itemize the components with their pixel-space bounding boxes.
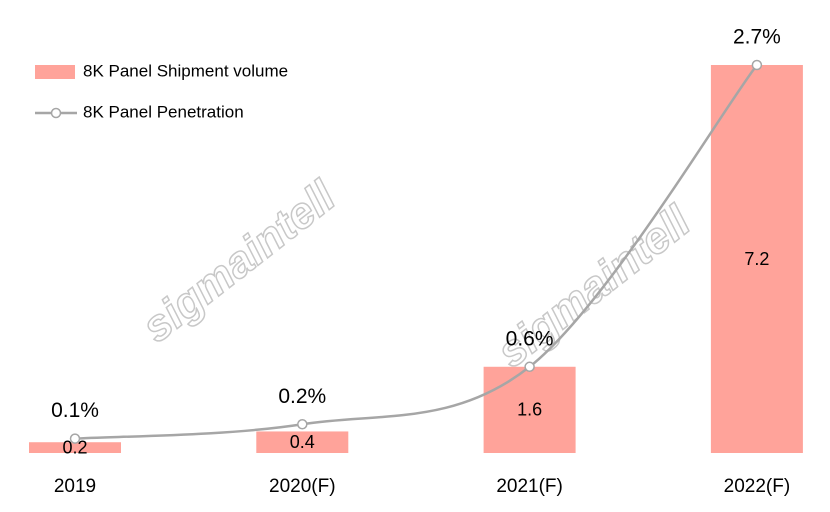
x-tick-label: 2021(F) bbox=[496, 476, 563, 497]
line-marker bbox=[69, 433, 81, 444]
bar bbox=[29, 442, 121, 453]
line-value-label: 2.7% bbox=[733, 26, 781, 49]
line-marker bbox=[751, 59, 763, 71]
line-value-label: 0.2% bbox=[278, 385, 326, 408]
bar-value-label: 0.2 bbox=[62, 437, 87, 457]
bar bbox=[483, 366, 576, 453]
legend-marker bbox=[50, 107, 62, 119]
legend-label: 8K Panel Shipment volume bbox=[83, 61, 288, 80]
x-tick-label: 2022(F) bbox=[724, 476, 791, 497]
x-tick-label: 2019 bbox=[54, 476, 96, 497]
x-tick-label: 2020(F) bbox=[269, 476, 336, 497]
legend-label: 8K Panel Penetration bbox=[83, 102, 244, 121]
watermark: sigmaintell bbox=[133, 171, 345, 352]
line-marker bbox=[524, 361, 535, 373]
line-value-label: 0.1% bbox=[51, 399, 99, 422]
bar-value-label: 0.4 bbox=[290, 432, 315, 452]
line-value-label: 0.6% bbox=[506, 327, 554, 350]
legend-swatch bbox=[35, 65, 75, 79]
bar bbox=[710, 65, 803, 453]
bar-value-label: 7.2 bbox=[744, 249, 769, 269]
bar-value-label: 1.6 bbox=[517, 400, 542, 420]
line-marker bbox=[297, 419, 308, 430]
line bbox=[74, 64, 758, 440]
bar bbox=[256, 431, 349, 453]
